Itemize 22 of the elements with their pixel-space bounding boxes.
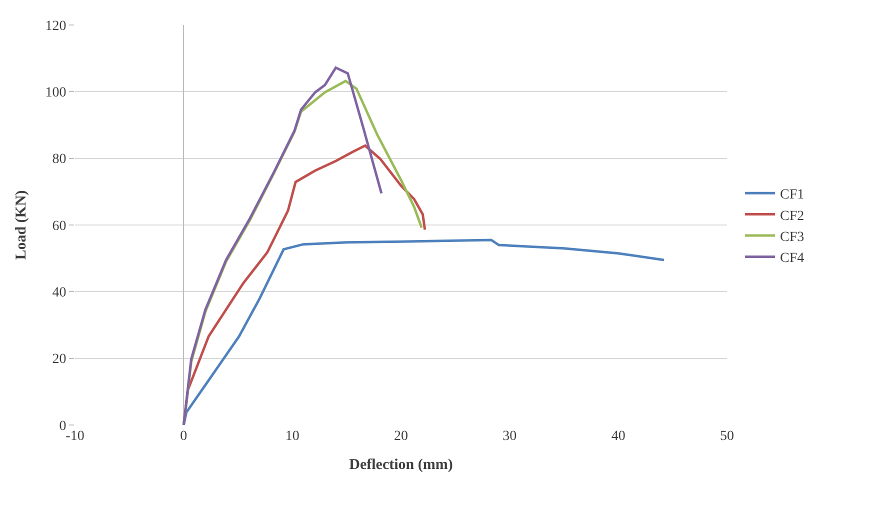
legend-label: CF3 (780, 230, 804, 245)
legend-label: CF4 (780, 251, 804, 266)
y-tick-label: 20 (52, 352, 66, 368)
y-tick-label: 120 (45, 18, 66, 34)
x-tick-label: 30 (502, 429, 517, 444)
x-tick-label: 40 (611, 429, 626, 444)
legend-label: CF2 (780, 208, 804, 224)
line-series (182, 238, 666, 425)
y-tick-label: 60 (52, 218, 66, 234)
x-tick-label: 0 (180, 429, 188, 444)
x-tick-label: -10 (66, 429, 84, 444)
legend-label: CF1 (780, 188, 804, 203)
x-tick-label: 10 (285, 429, 300, 444)
x-tick-label: 50 (720, 429, 734, 444)
x-axis-title: Deflection (mm) (349, 457, 453, 473)
y-tick-label: 40 (52, 286, 66, 301)
x-tick-label: 20 (394, 429, 408, 444)
y-axis-title: Load (KN) (13, 190, 30, 260)
line-series (182, 66, 383, 425)
y-tick-label: 0 (59, 418, 66, 434)
y-tick-label: 80 (52, 152, 66, 168)
y-tick-label: 100 (45, 86, 66, 101)
